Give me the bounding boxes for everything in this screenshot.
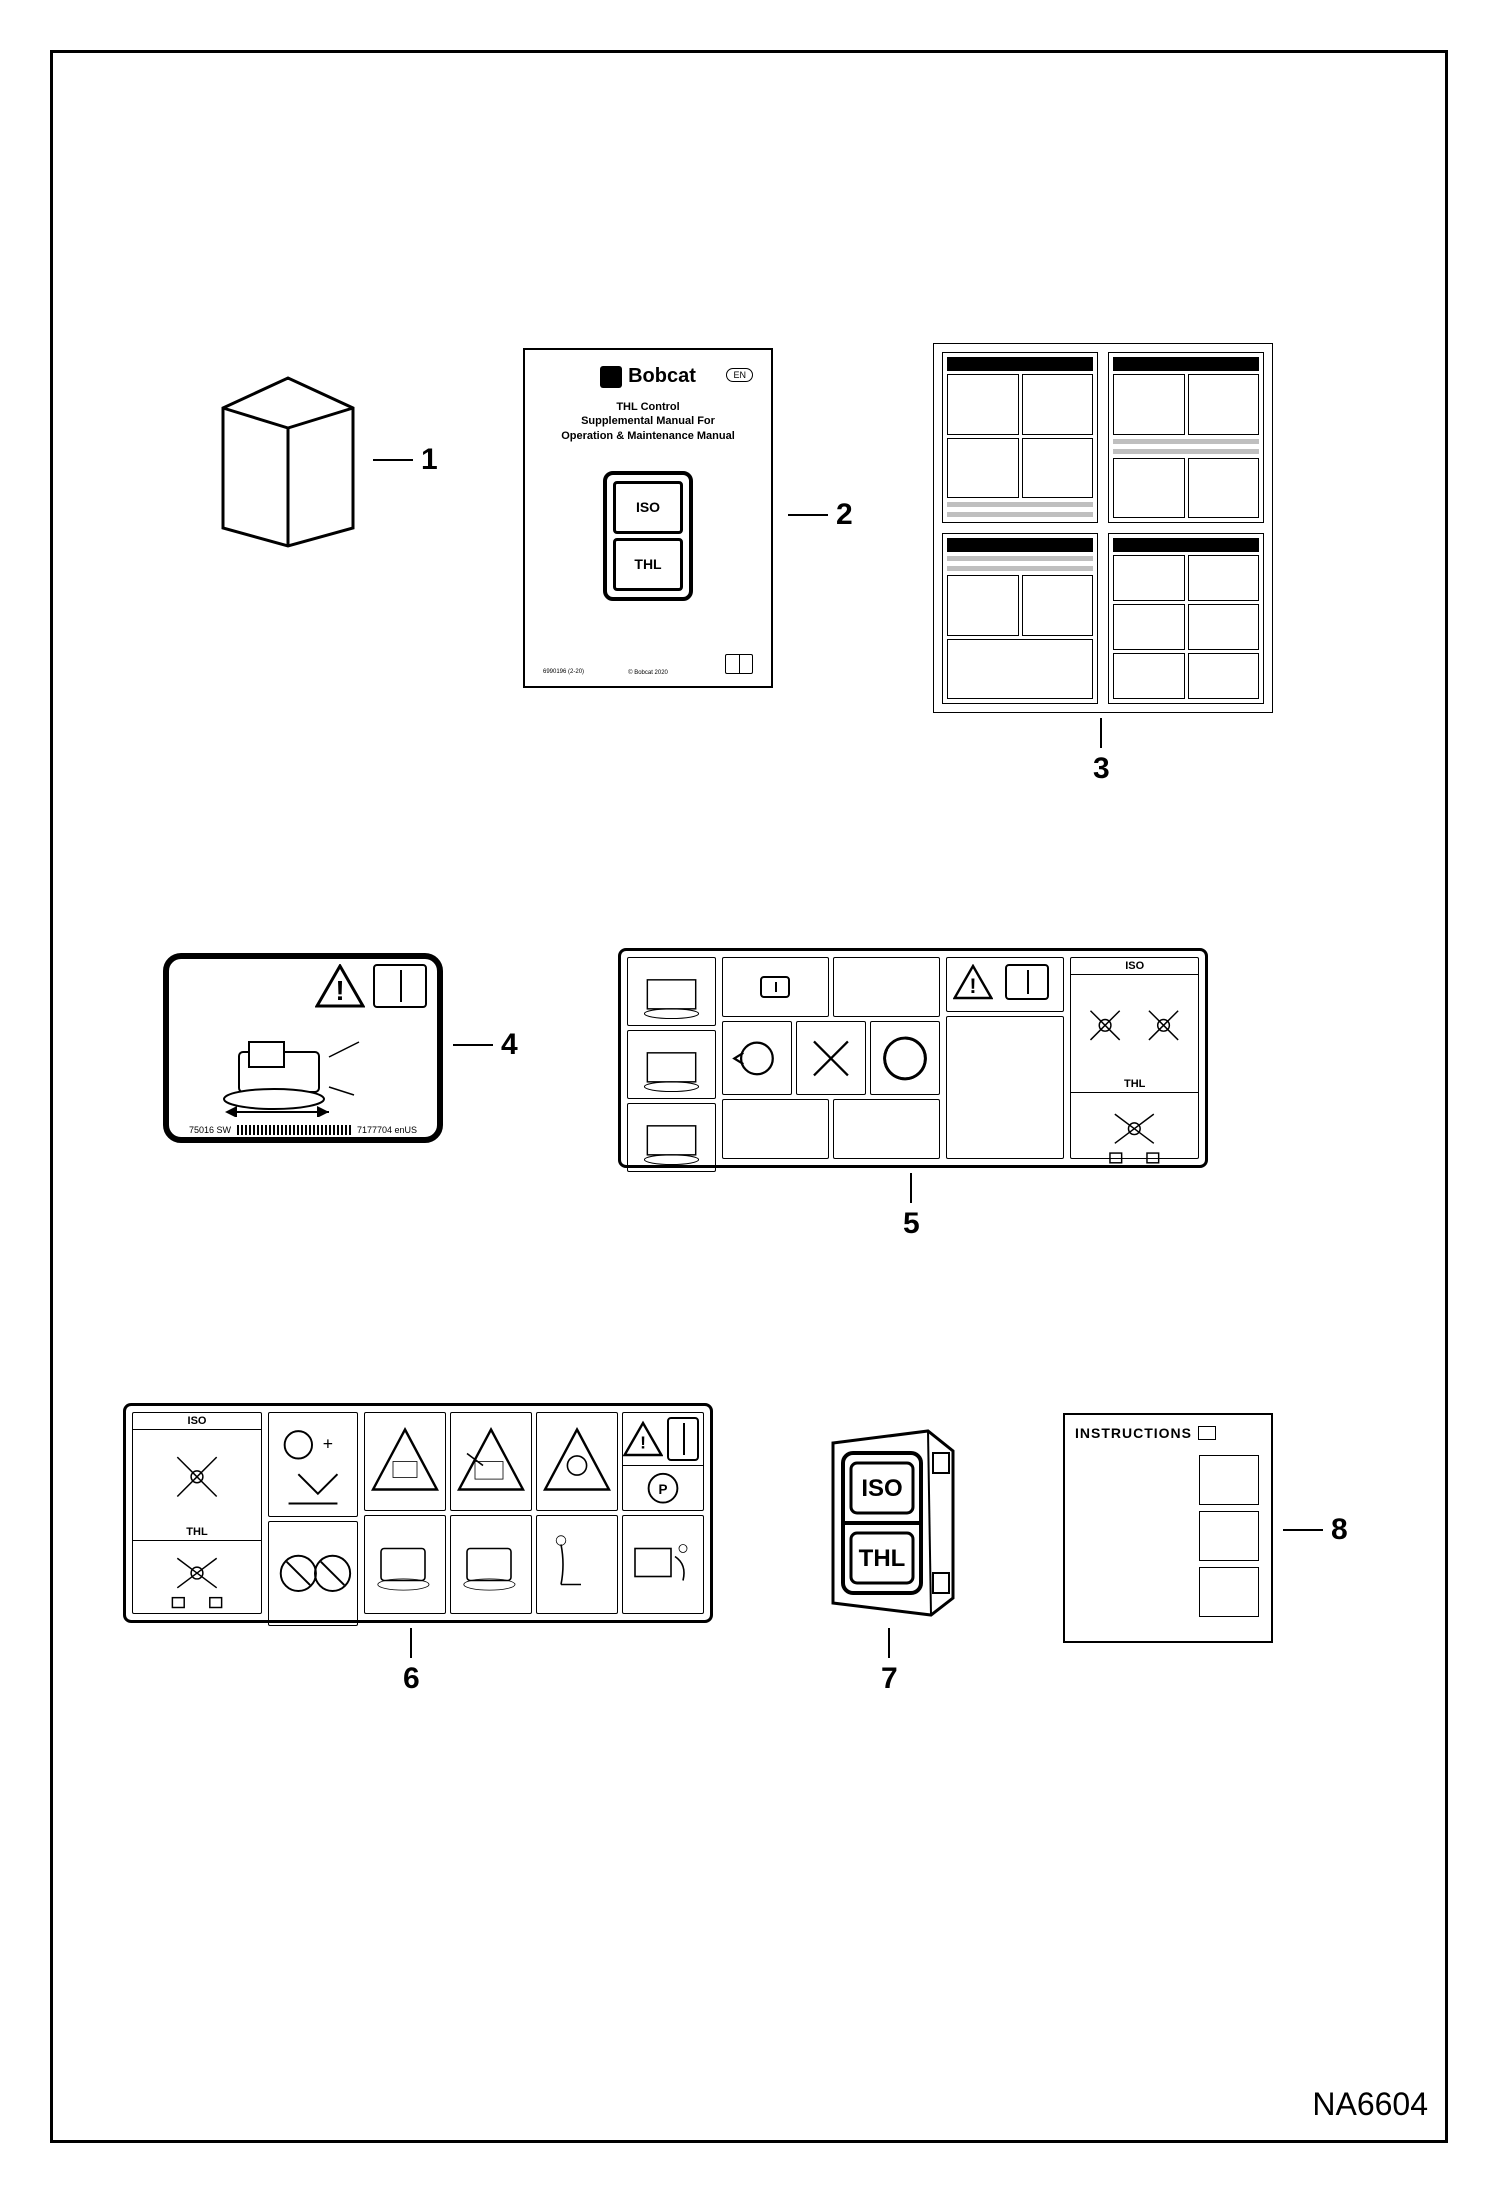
bobcat-logo-icon [600,366,622,388]
callout-5: 5 [903,1173,920,1241]
iso-label: ISO [1071,958,1198,975]
sheet-page [942,352,1098,523]
callout-3: 3 [1093,718,1110,786]
instr-box [1199,1567,1259,1617]
square-icon [1198,1426,1216,1440]
decal-cell [722,1099,829,1159]
item-7-rocker: ISO THL [813,1423,963,1623]
callout-7: 7 [881,1628,898,1696]
item-3-multisheet [933,343,1273,713]
box-3d-icon [213,368,363,548]
item-2-manual: EN Bobcat THL Control Supplemental Manua… [523,348,773,688]
decal-cell [450,1412,532,1511]
callout-2-number: 2 [836,498,853,532]
callout-3-number: 3 [1093,752,1110,786]
decal-cell [722,1021,792,1096]
item-4-warnlabel: ! 75016 SW [163,953,443,1143]
iso-label: ISO [133,1413,261,1430]
iso-pattern-area [133,1430,261,1524]
callout-6: 6 [403,1628,420,1696]
book-icon [1005,964,1049,1000]
thl-pattern-area [133,1541,261,1615]
thl-pattern-area [1071,1097,1198,1170]
decal-cell [536,1515,618,1614]
iso-pattern-area [1071,979,1198,1072]
item-6-wide-decal: ISO THL [123,1403,713,1623]
decal-cell [536,1412,618,1511]
warning-triangle-icon: ! [953,964,993,1000]
item-1-box [213,368,363,548]
decal-cell [364,1515,446,1614]
diagram-id: NA6604 [1312,2086,1428,2123]
manual-subtitle: THL Control Supplemental Manual For Oper… [545,400,751,443]
thl-label: THL [133,1524,261,1541]
instr-box [1199,1511,1259,1561]
svg-text:!: ! [335,975,344,1006]
callout-6-number: 6 [403,1662,420,1696]
switch-bottom: THL [613,538,683,591]
lang-badge: EN [726,368,753,382]
manual-book-icon [725,654,753,674]
decal-cell: + [268,1412,358,1517]
item-8-instructions: INSTRUCTIONS [1063,1413,1273,1643]
item-5-wide-decal: ! ISO [618,948,1208,1168]
sheet-page [1108,533,1264,704]
manual-footer-left: 6990196 (2-20) [543,669,584,676]
manual-footer-center: © Bobcat 2020 [628,670,668,676]
sheet-page [1108,352,1264,523]
manual-brand: Bobcat [545,365,751,388]
rocker-thl-text: THL [859,1545,906,1572]
switch-top: ISO [613,481,683,534]
callout-4: 4 [453,1028,518,1062]
instr-box [1199,1455,1259,1505]
decal-cell [627,1030,716,1099]
book-icon [667,1417,699,1461]
sheet-page [942,533,1098,704]
decal-cell [450,1515,532,1614]
callout-5-number: 5 [903,1207,920,1241]
decal-cell [870,1021,940,1096]
decal-cell [627,1103,716,1172]
barcode-bars-icon [237,1125,351,1135]
callout-8-number: 8 [1331,1513,1348,1547]
decal-cell [946,1016,1065,1159]
decal-cell [722,957,829,1017]
svg-text:!: ! [640,1433,646,1453]
decal-cell [796,1021,866,1096]
callout-1: 1 [373,443,438,477]
switch-icon: ISO THL [603,471,693,601]
callout-7-number: 7 [881,1662,898,1696]
callout-2: 2 [788,498,853,532]
book-icon [760,976,790,998]
thl-label: THL [1071,1076,1198,1093]
warning-triangle-icon: ! [315,964,365,1008]
callout-4-number: 4 [501,1028,518,1062]
decal-cell [627,957,716,1026]
manual-book-icon [373,964,427,1008]
barcode: 75016 SW 7177704 enUS [189,1121,417,1135]
instr-title: INSTRUCTIONS [1075,1425,1261,1441]
decal-cell [268,1521,358,1626]
svg-text:!: ! [969,975,976,998]
decal-cell [364,1412,446,1511]
svg-text:P: P [659,1482,668,1497]
decal-cell: ! [946,957,1065,1012]
machine-drawing-icon [199,1037,379,1117]
decal-cell [622,1515,704,1614]
callout-1-number: 1 [421,443,438,477]
page-border: 1 EN Bobcat THL Control Supplemental Man… [50,50,1448,2143]
brand-text: Bobcat [628,365,696,388]
decal-cell [833,1099,940,1159]
svg-text:+: + [323,1434,333,1454]
rocker-switch-icon: ISO THL [813,1423,963,1623]
decal-cell [833,957,940,1017]
callout-8: 8 [1283,1513,1348,1547]
rocker-iso-text: ISO [861,1475,902,1502]
decal-cell: ! P [622,1412,704,1511]
